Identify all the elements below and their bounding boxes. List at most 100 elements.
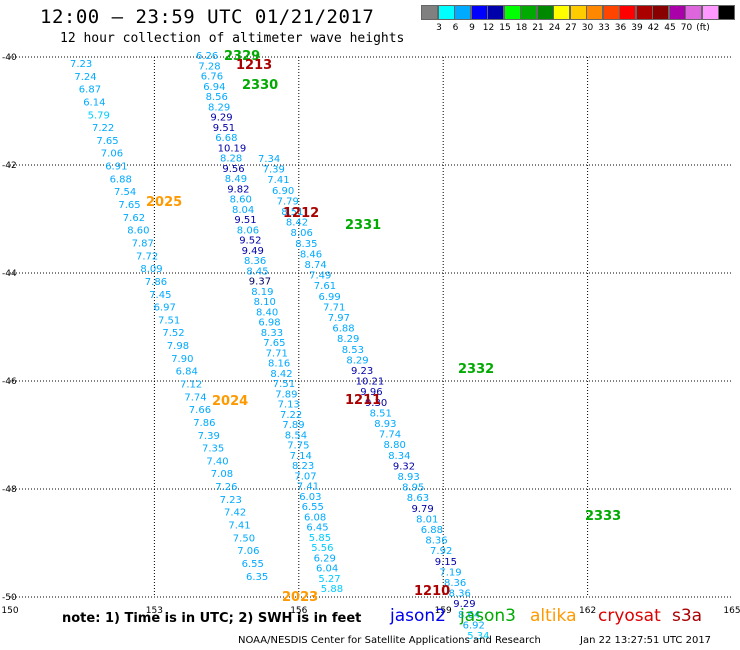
x-tick-label: 153: [146, 606, 163, 616]
swh-value: 8.60: [230, 195, 252, 206]
swh-value: 8.19: [251, 287, 273, 298]
swh-value: 7.49: [309, 271, 331, 282]
swh-value: 8.29: [346, 355, 368, 366]
swh-value: 7.34: [258, 154, 280, 165]
swh-value: 6.26: [196, 51, 218, 62]
swh-value: 7.92: [430, 546, 452, 557]
swh-value: 7.65: [263, 338, 285, 349]
scale-label: 27: [565, 23, 577, 33]
swh-value: 7.74: [379, 430, 401, 441]
legend-jason3: jason3: [460, 606, 516, 626]
scale-label: 18: [515, 23, 528, 33]
swh-value: 7.89: [282, 420, 304, 431]
swh-value: 7.86: [193, 418, 215, 429]
swh-value: 7.12: [180, 380, 202, 391]
chart-title: 12:00 – 23:59 UTC 01/21/2017: [40, 6, 375, 28]
scale-label: (ft): [696, 23, 710, 33]
pass-id-label: 2332: [458, 362, 494, 377]
swh-value: 7.62: [123, 213, 145, 224]
swh-value: 7.45: [149, 290, 171, 301]
swh-value: 6.91: [105, 162, 127, 173]
credit-text: NOAA/NESDIS Center for Satellite Applica…: [238, 635, 541, 646]
swh-value: 5.85: [309, 533, 331, 544]
x-tick-label: 156: [290, 606, 307, 616]
swh-value: 8.93: [398, 472, 420, 483]
swh-value: 6.35: [246, 572, 268, 583]
swh-value: 7.51: [158, 315, 180, 326]
y-tick-label: -40: [2, 53, 17, 63]
swh-value: 8.34: [388, 451, 410, 462]
swh-value: 6.55: [242, 559, 264, 570]
swh-value: 8.53: [342, 345, 364, 356]
scale-label: 42: [647, 23, 660, 33]
swh-value: 8.93: [374, 419, 396, 430]
swh-value: 8.60: [127, 226, 149, 237]
swh-value: 7.41: [267, 175, 289, 186]
swh-value: 8.42: [270, 369, 292, 380]
swh-value: 7.07: [294, 471, 316, 482]
swh-value: 8.51: [370, 408, 392, 419]
y-tick-label: -46: [2, 377, 17, 387]
swh-value: 8.06: [237, 225, 259, 236]
swh-value: 10.21: [356, 377, 385, 388]
swh-value: 7.22: [280, 410, 302, 421]
pass-id-label: 2330: [242, 78, 278, 93]
legend-cryosat: cryosat: [598, 606, 661, 626]
scale-label: 9: [469, 23, 475, 33]
swh-value: 7.98: [167, 341, 189, 352]
swh-value: 8.23: [292, 461, 314, 472]
swh-value: 8.42: [286, 218, 308, 229]
swh-value: 5.27: [318, 574, 340, 585]
swh-value: 9.56: [222, 164, 244, 175]
swh-value: 9.52: [239, 236, 261, 247]
swh-value: 7.39: [198, 431, 220, 442]
swh-value: 7.24: [74, 72, 96, 83]
swh-value: 7.22: [92, 123, 114, 134]
swh-value: 8.29: [208, 102, 230, 113]
swh-value: 6.68: [215, 133, 237, 144]
swh-value: 6.99: [318, 292, 340, 303]
swh-value: 7.71: [323, 302, 345, 313]
swh-value: 7.06: [237, 546, 259, 557]
swh-value: 8.28: [220, 154, 242, 165]
swh-value: 6.88: [110, 174, 132, 185]
scale-label: 33: [598, 23, 610, 33]
swh-value: 9.51: [213, 123, 235, 134]
swh-value: 8.49: [225, 174, 247, 185]
scale-label: 39: [631, 23, 643, 33]
swh-value: 6.04: [316, 564, 338, 575]
swh-value: 7.71: [266, 348, 288, 359]
swh-value: 7.86: [145, 277, 167, 288]
swh-value: 5.56: [311, 543, 333, 554]
swh-value: 7.39: [263, 165, 285, 176]
y-tick-label: -48: [2, 485, 17, 495]
swh-value: 9.15: [435, 557, 457, 568]
x-tick-label: 150: [1, 606, 18, 616]
swh-value: 7.26: [215, 482, 237, 493]
note-text: note: 1) Time is in UTC; 2) SWH is in fe…: [62, 611, 362, 626]
swh-value: 5.88: [321, 584, 343, 595]
swh-value: 8.51: [281, 207, 303, 218]
x-tick-label: 162: [579, 606, 596, 616]
swh-value: 7.08: [211, 469, 233, 480]
swh-value: 7.42: [224, 508, 246, 519]
swh-value: 9.79: [411, 504, 433, 515]
swh-value: 5.34: [467, 631, 489, 642]
x-tick-label: 159: [435, 606, 452, 616]
swh-value: 7.72: [136, 251, 158, 262]
swh-value: 8.36: [244, 256, 266, 267]
swh-value: 7.40: [206, 456, 228, 467]
swh-value: 8.74: [305, 260, 327, 271]
swh-value: 6.14: [83, 97, 105, 108]
swh-value: 8.35: [295, 239, 317, 250]
swh-value: 5.79: [88, 110, 110, 121]
scale-label: 3: [436, 23, 442, 33]
legend-s3a: s3a: [672, 606, 703, 626]
swh-value: 7.35: [202, 444, 224, 455]
swh-value: 6.08: [304, 512, 326, 523]
pass-id-label: 1210: [414, 584, 450, 599]
swh-value: 6.90: [272, 186, 294, 197]
pass-id-label: 2024: [212, 394, 248, 409]
scale-label: 6: [452, 23, 459, 33]
legend-altika: altika: [530, 606, 577, 626]
